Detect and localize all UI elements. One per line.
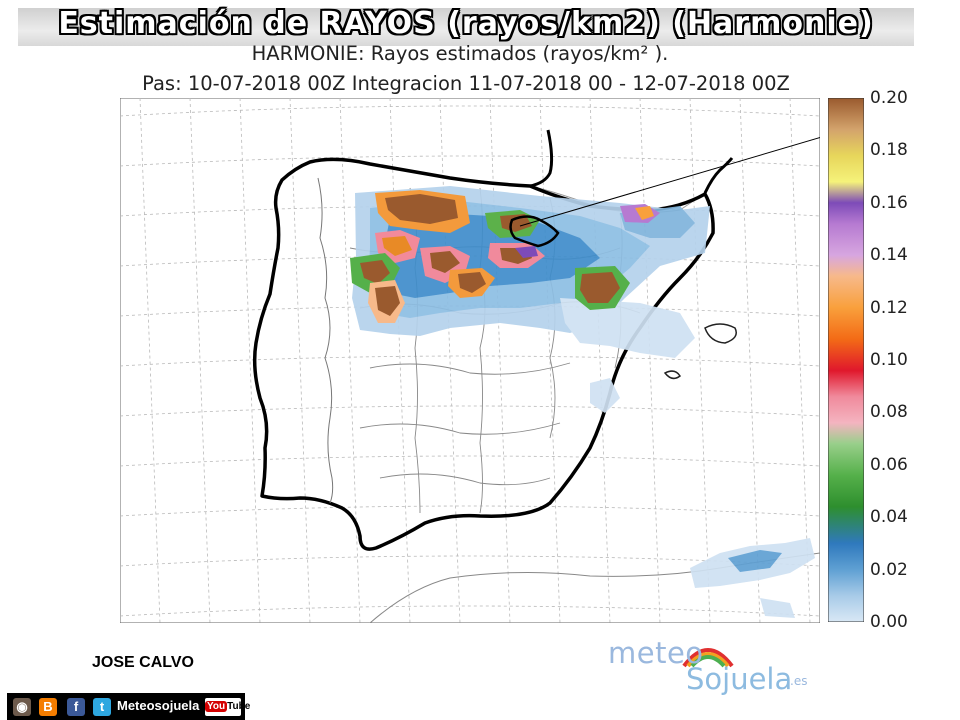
youtube-you: You: [205, 701, 228, 712]
colorbar-tick: 0.00: [870, 612, 908, 632]
brand-es: .es: [790, 674, 808, 688]
colorbar-tick: 0.04: [870, 507, 908, 528]
map-subtitle-line2: Pas: 10-07-2018 00Z Integracion 11-07-20…: [142, 72, 790, 95]
banner-title: Estimación de RAYOS (rayos/km2) (Harmoni…: [58, 6, 874, 41]
brand-sojuela: Sojuela: [686, 662, 793, 696]
balearic-islands: [663, 323, 737, 380]
brand-meteo: meteo: [608, 636, 704, 670]
pointer-line: [519, 137, 820, 227]
colorbar-tick: 0.02: [870, 559, 908, 580]
france-coastline: [529, 129, 554, 188]
lightning-map: [120, 98, 820, 623]
colorbar-tick: 0.08: [870, 402, 908, 423]
map-subtitle-line1: HARMONIE: Rayos estimados (rayos/km² ).: [251, 42, 669, 65]
blogger-icon[interactable]: B: [39, 698, 57, 716]
instagram-icon[interactable]: ◉: [13, 698, 31, 716]
social-name[interactable]: Meteosojuela: [117, 698, 200, 713]
twitter-icon[interactable]: t: [93, 698, 111, 716]
colorbar-tick: 0.18: [870, 140, 908, 161]
colorbar-tick: 0.10: [870, 350, 908, 370]
title-banner: [18, 8, 914, 46]
colorbar-tick: 0.14: [870, 245, 908, 266]
portugal-border: [317, 177, 334, 504]
colorbar-tick: 0.16: [870, 192, 908, 213]
social-bar: ◉ B f t Meteosojuela You Tube: [7, 693, 250, 720]
colorbar-tick: 0.12: [870, 297, 908, 318]
facebook-icon[interactable]: f: [67, 698, 85, 716]
france-med-coast: [703, 157, 734, 194]
colorbar: [828, 98, 864, 622]
colorbar-tick: 0.20: [870, 88, 908, 108]
youtube-tube: Tube: [227, 701, 251, 712]
youtube-icon[interactable]: You Tube: [205, 698, 250, 716]
author-credit: JOSE CALVO: [92, 654, 194, 671]
rainbow-umbrella-icon: [682, 648, 734, 668]
la-rioja-outline: [509, 215, 560, 248]
lightning-intense-cells: [350, 190, 660, 323]
colorbar-tick: 0.06: [870, 454, 908, 475]
